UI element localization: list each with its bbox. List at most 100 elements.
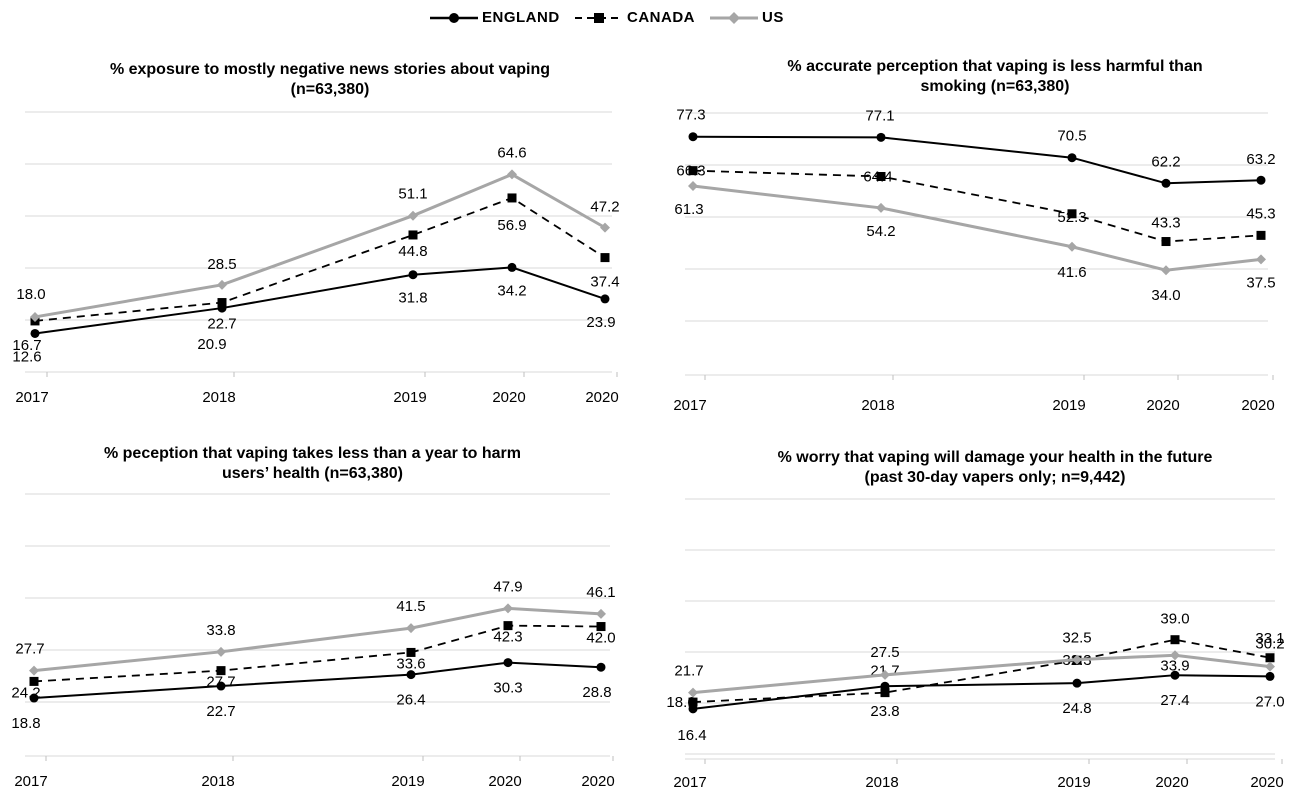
- panel-1-canada-data-label: 44.8: [398, 243, 427, 260]
- panel-1-canada-point: [408, 230, 418, 240]
- panel-4-canada-point: [1265, 653, 1275, 663]
- panel-4-us-data-label: 30.2: [1255, 636, 1284, 653]
- panel-3-tick-label: 2020: [581, 773, 614, 790]
- panel-1-canada-point: [600, 253, 610, 263]
- panel-2-canada-data-label: 43.3: [1151, 215, 1180, 232]
- panel-3-england-data-label: 30.3: [493, 680, 522, 697]
- panel-2-canada-data-label: 45.3: [1246, 205, 1275, 222]
- panel-4-us-data-label: 21.7: [674, 663, 703, 680]
- panel-3-england-data-label: 26.4: [396, 692, 425, 709]
- panel-4-tick-label: 2017: [673, 774, 706, 791]
- panel-4-canada-data-label: 18.6: [666, 694, 695, 711]
- panel-1-england-data-label: 31.8: [398, 290, 427, 307]
- panel-3-us-point: [596, 608, 606, 619]
- panel-4-tick-label: 2019: [1057, 774, 1090, 791]
- panel-3-england-point: [503, 658, 513, 668]
- panel-3-title-line2: users’ health (n=63,380): [222, 465, 403, 482]
- panel-4-england-data-label: 27.0: [1255, 693, 1284, 710]
- panel-1-england-data-label: 34.2: [497, 282, 526, 299]
- panel-4-england-data-label: 27.4: [1160, 692, 1189, 709]
- panel-3-england-point: [596, 662, 606, 672]
- panel-4-canada-point: [880, 688, 890, 698]
- panel-2-canada-point: [1067, 209, 1077, 219]
- panel-1-tick-label: 2020: [585, 389, 618, 406]
- panel-1-us-point: [507, 169, 517, 180]
- panel-4-canada-data-label: 33.1: [1255, 630, 1284, 647]
- panel-2-title-line2: smoking (n=63,380): [920, 78, 1070, 95]
- panel-2-us-point: [688, 181, 698, 192]
- panel-1-canada-data-label: 16.7: [12, 337, 41, 354]
- legend-item-canada: CANADA: [573, 4, 713, 30]
- panel-4-canada-data-label: 39.0: [1160, 611, 1189, 628]
- panel-1-title-line2: (n=63,380): [290, 81, 370, 98]
- panel-4-title-line1: % worry that vaping will damage your hea…: [777, 449, 1213, 466]
- panel-3-title: % peception that vaping takes less than …: [20, 444, 605, 484]
- panel-3-us-point: [503, 603, 513, 614]
- panel-3-title-line1: % peception that vaping takes less than …: [103, 445, 521, 462]
- panel-3-england-point: [29, 693, 39, 703]
- panel-4-canada-point: [688, 697, 698, 707]
- panel-2-england-point: [1256, 175, 1266, 185]
- panel-3-england-point: [216, 681, 226, 691]
- panel-2-canada-point: [1256, 230, 1266, 240]
- panel-3-england-data-label: 18.8: [11, 715, 40, 732]
- panel-3-canada-point: [596, 622, 606, 632]
- panel-3-tick-label: 2019: [391, 773, 424, 790]
- panel-3-canada-point: [406, 647, 416, 657]
- panel-2-england-data-label: 63.2: [1246, 151, 1275, 168]
- panel-2-us-point: [876, 202, 886, 213]
- panel-1-england-point: [507, 262, 517, 272]
- panel-3-us-point: [406, 623, 416, 634]
- panel-2-england-data-label: 77.3: [676, 107, 705, 124]
- panel-3-canada-point: [216, 666, 226, 676]
- panel-2-canada-point: [1161, 237, 1171, 247]
- panel-2-us-data-label: 61.3: [674, 201, 703, 218]
- panel-2-us-data-label: 54.2: [866, 223, 895, 240]
- panel-3-us-data-label: 33.8: [206, 622, 235, 639]
- panel-4-us-data-label: 32.5: [1062, 630, 1091, 647]
- panel-2-england-point: [876, 132, 886, 142]
- legend-swatch-england: [430, 13, 478, 23]
- panel-3-canada-point: [503, 621, 513, 631]
- panel-2-canada-data-label: 52.3: [1057, 209, 1086, 226]
- panel-2-england-data-label: 77.1: [865, 107, 894, 124]
- legend-swatch-us: [710, 12, 758, 24]
- panel-3-us-point: [29, 665, 39, 676]
- panel-2-us-data-label: 37.5: [1246, 274, 1275, 291]
- panel-2-england-point: [1161, 178, 1171, 188]
- panel-4-series-canada-line: [692, 638, 1271, 704]
- panel-4-england-data-label: 24.8: [1062, 700, 1091, 717]
- panel-4-title: % worry that vaping will damage your hea…: [700, 448, 1290, 488]
- panel-1-tick-label: 2019: [393, 389, 426, 406]
- legend-label-canada: CANADA: [627, 9, 695, 26]
- panel-2-us-point: [1067, 241, 1077, 252]
- panel-4-england-point: [1265, 671, 1275, 681]
- panel-1-us-data-label: 47.2: [590, 199, 619, 216]
- panel-1-england-data-label: 23.9: [586, 314, 615, 331]
- panel-3-canada-data-label: 33.6: [396, 655, 425, 672]
- panel-4-england-point: [1170, 670, 1180, 680]
- panel-1-series-canada-line: [34, 196, 606, 322]
- panel-1-title: % exposure to mostly negative news stori…: [40, 60, 620, 100]
- panel-3-tick-label: 2017: [14, 773, 47, 790]
- panel-1-england-point: [408, 270, 418, 280]
- panel-2-tick-label: 2018: [861, 397, 894, 414]
- panel-1-tick-label: 2020: [492, 389, 525, 406]
- panel-1-canada-data-label: 56.9: [497, 217, 526, 234]
- panel-2-us-data-label: 34.0: [1151, 287, 1180, 304]
- panel-1-england-data-label: 12.6: [12, 348, 41, 365]
- panel-1-canada-data-label: 22.7: [207, 316, 236, 333]
- panel-3-england-data-label: 22.7: [206, 703, 235, 720]
- panel-2-us-point: [1256, 254, 1266, 265]
- panel-2-tick-label: 2020: [1241, 397, 1274, 414]
- panel-1-us-point: [30, 311, 40, 322]
- panel-4-england-data-label: 23.8: [870, 703, 899, 720]
- panel-2-canada-point: [876, 171, 886, 181]
- panel-3-tick-label: 2018: [201, 773, 234, 790]
- panel-1-us-point: [600, 222, 610, 233]
- legend-item-england: ENGLAND: [428, 4, 568, 30]
- panel-2-england-data-label: 62.2: [1151, 153, 1180, 170]
- legend-label-us: US: [762, 9, 784, 26]
- panel-2-title: % accurate perception that vaping is les…: [715, 57, 1275, 97]
- panel-2-canada-point: [688, 166, 698, 176]
